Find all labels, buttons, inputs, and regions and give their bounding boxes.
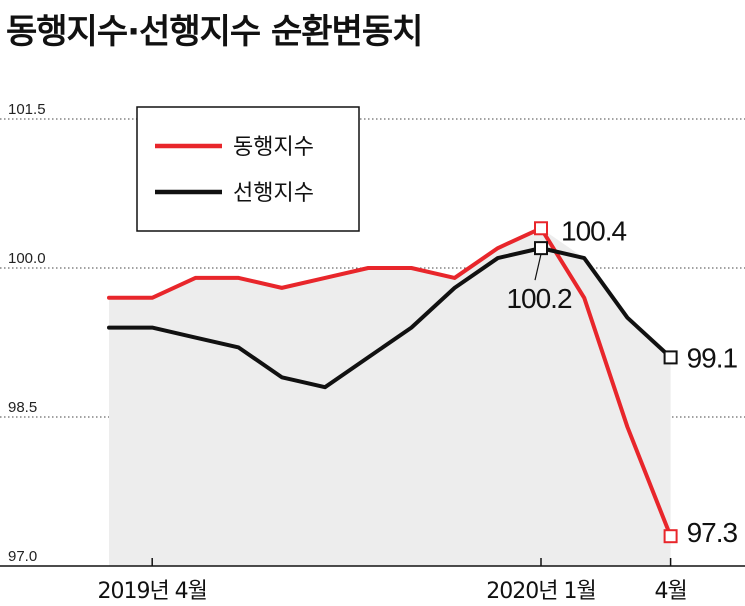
area-fill	[109, 228, 671, 566]
y-axis-labels: 101.5 100.0 98.5 97.0	[8, 101, 46, 565]
y-tick-label: 100.0	[8, 250, 46, 267]
shaded-area	[109, 228, 671, 566]
x-tick-label: 4월	[654, 579, 686, 604]
legend-box	[136, 106, 360, 232]
data-label: 100.2	[506, 283, 571, 314]
data-label: 100.4	[561, 215, 626, 246]
y-tick-label: 97.0	[8, 548, 37, 565]
chart-title: 동행지수·선행지수 순환변동치	[6, 12, 423, 52]
series-line-2	[107, 246, 673, 390]
legend-label: 선행지수	[233, 181, 314, 206]
point-marker	[534, 241, 548, 256]
data-labels: 100.4 100.2 99.1 97.3	[506, 215, 738, 548]
x-tick-label: 2019년 4월	[97, 579, 206, 604]
y-tick-label: 98.5	[8, 399, 37, 416]
point-marker	[663, 529, 678, 544]
data-label: 97.3	[687, 517, 738, 548]
series-line-1	[107, 226, 673, 539]
leader-line	[534, 253, 542, 281]
series-lines	[107, 226, 673, 539]
y-tick-label: 101.5	[8, 101, 46, 118]
x-tick-label: 2020년 1월	[486, 579, 595, 604]
point-marker	[663, 350, 678, 365]
legend-label: 동행지수	[233, 135, 314, 160]
data-label: 99.1	[687, 342, 738, 373]
point-markers	[534, 221, 678, 544]
point-marker	[534, 221, 548, 236]
x-axis: 2019년 4월 2020년 1월 4월	[0, 558, 745, 604]
